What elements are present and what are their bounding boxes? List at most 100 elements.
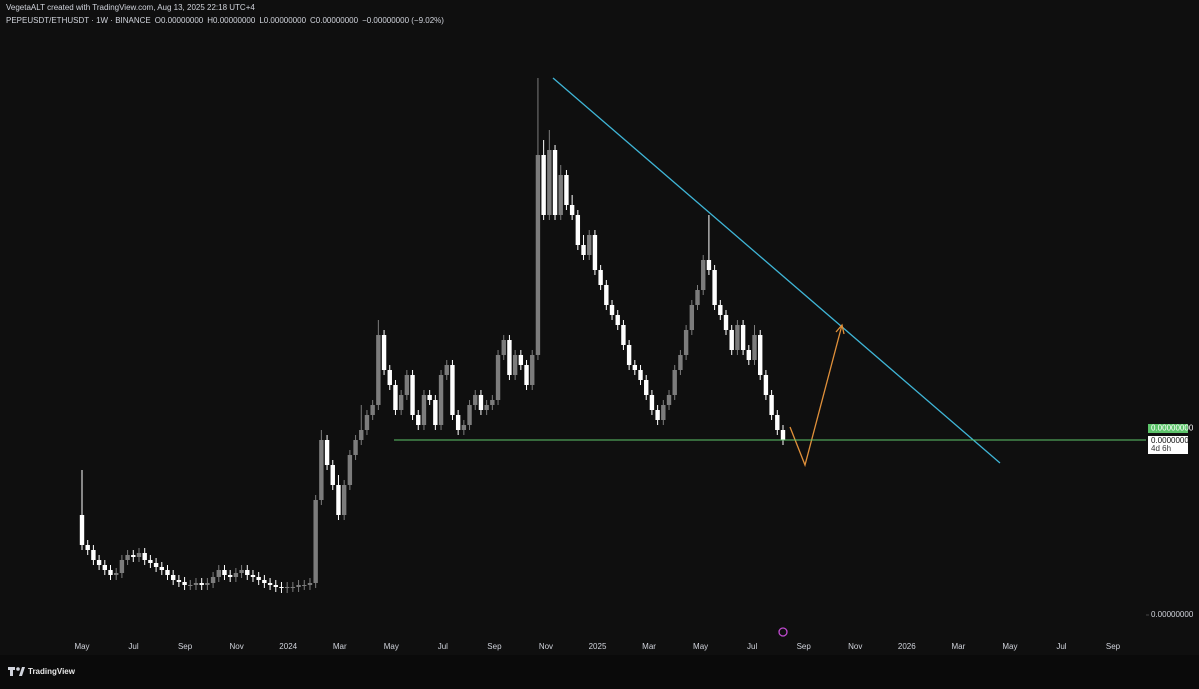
candle-body	[302, 585, 307, 586]
x-tick-label: 2025	[589, 642, 607, 651]
candle-body	[210, 577, 216, 583]
candle-body	[319, 440, 324, 500]
candle-body	[398, 395, 404, 410]
candle-body	[239, 570, 244, 573]
candle-body	[490, 400, 495, 405]
candle-body	[592, 235, 598, 270]
x-tick-label: Mar	[951, 642, 965, 651]
candle-body	[313, 500, 318, 583]
trend-line	[552, 77, 1001, 464]
candle-body	[433, 400, 438, 425]
price-axis	[1146, 0, 1199, 655]
candle-body	[96, 560, 102, 565]
legend-symbol: PEPEUSDT/ETHUSDT · 1W · BINANCE	[6, 16, 151, 25]
candle-body	[153, 563, 159, 567]
candle-body	[148, 560, 153, 563]
candle-body	[604, 285, 609, 305]
x-tick-label: 2024	[279, 642, 297, 651]
candle-body	[535, 155, 541, 355]
x-tick-label: Sep	[178, 642, 193, 651]
candle-body	[330, 465, 335, 485]
candle-body	[740, 325, 746, 350]
legend-close: C0.00000000	[310, 16, 359, 25]
x-tick-label: May	[384, 642, 399, 651]
candle-body	[79, 515, 85, 545]
hline-label: 0.00000000	[1151, 424, 1194, 433]
candle-body	[552, 150, 558, 215]
candle-body	[752, 335, 757, 360]
candle-body	[176, 580, 182, 582]
candle-body	[723, 315, 729, 330]
candle-body	[609, 305, 615, 315]
candle-body	[256, 577, 261, 580]
candle-body	[108, 570, 113, 575]
candle-body	[370, 405, 375, 415]
candle-body	[672, 370, 677, 395]
candle-body	[131, 555, 136, 557]
candle-body	[632, 365, 638, 370]
candle-body	[712, 270, 717, 305]
candle-body	[626, 345, 632, 365]
hline-label-box	[1148, 424, 1188, 433]
candle-body	[136, 553, 142, 557]
x-tick-label: Sep	[797, 642, 812, 651]
candle-body	[683, 330, 689, 355]
candle-body	[416, 415, 421, 425]
candle-body	[666, 395, 672, 405]
candle-body	[706, 260, 712, 270]
candle-body	[461, 425, 467, 430]
x-tick-label: Jul	[1056, 642, 1066, 651]
last-price-label: 0.00000000	[1151, 436, 1194, 445]
candle-body	[758, 335, 763, 375]
legend-low: L0.00000000	[259, 16, 306, 25]
candle-body	[444, 365, 449, 375]
candle-body	[376, 335, 381, 405]
candle-body	[267, 583, 273, 585]
candle-body	[233, 573, 239, 577]
x-tick-label: May	[74, 642, 89, 651]
x-tick-label: Sep	[1106, 642, 1121, 651]
candle-body	[404, 375, 410, 395]
brand-logo	[8, 667, 25, 676]
candle-body	[649, 395, 655, 410]
candle-body	[718, 305, 723, 315]
candle-body	[296, 585, 301, 587]
x-tick-label: 2026	[898, 642, 916, 651]
candle-body	[558, 175, 563, 215]
candle-body	[159, 567, 164, 570]
candle-body	[615, 315, 620, 325]
candle-body	[170, 575, 176, 580]
x-tick-label: Nov	[539, 642, 553, 651]
candle-body	[324, 440, 330, 465]
candle-body	[359, 430, 364, 440]
x-tick-label: Mar	[333, 642, 347, 651]
candle-body	[780, 430, 786, 440]
candle-body	[347, 455, 353, 485]
candle-body	[695, 290, 700, 305]
event-icon	[778, 627, 788, 637]
candle-body	[735, 325, 740, 350]
candle-body	[518, 355, 524, 365]
candle-body	[245, 570, 250, 575]
candle-body	[193, 583, 199, 585]
candle-body	[621, 325, 626, 345]
candle-body	[205, 583, 210, 585]
brand: TradingView	[28, 667, 76, 676]
candle-body	[290, 587, 296, 588]
candle-body	[188, 585, 193, 586]
x-tick-label: Sep	[487, 642, 502, 651]
candle-body	[353, 440, 358, 455]
candle-body	[222, 570, 227, 575]
legend-open: O0.00000000	[155, 16, 204, 25]
candle-body	[182, 582, 187, 585]
candle-body	[393, 385, 398, 410]
x-tick-label: Jul	[747, 642, 757, 651]
header: VegetaALT created with TradingView.com, …	[6, 3, 255, 12]
candle-body	[581, 245, 586, 255]
legend-high: H0.00000000	[207, 16, 256, 25]
x-tick-label: Jul	[438, 642, 448, 651]
candle-body	[142, 553, 147, 560]
candle-body	[541, 155, 546, 215]
candle-body	[450, 365, 455, 415]
